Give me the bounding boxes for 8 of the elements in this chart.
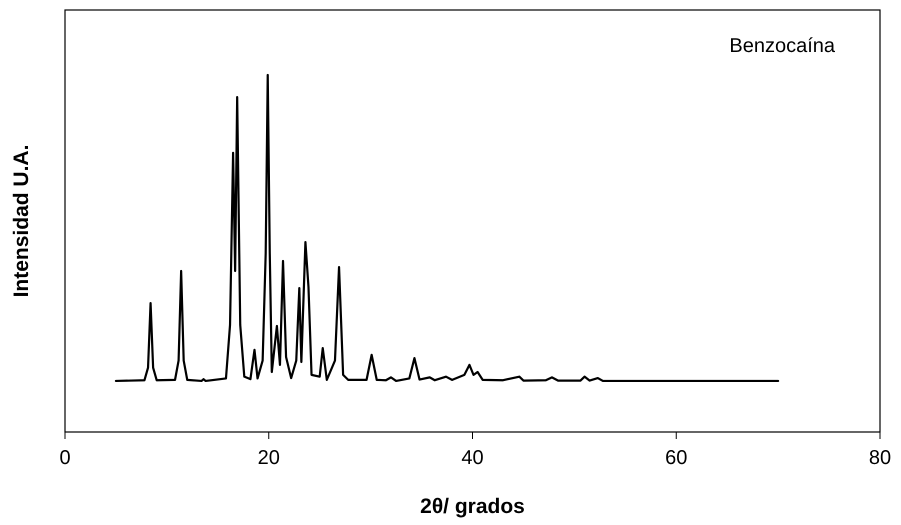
x-tick-label: 0 <box>59 447 71 469</box>
x-tick-label: 20 <box>258 447 280 469</box>
y-axis-title: Intensidad U.A. <box>10 144 33 298</box>
x-axis-title: 2θ/ grados <box>420 495 525 518</box>
x-tick-label: 80 <box>868 447 892 469</box>
x-tick-label: 40 <box>461 447 484 469</box>
text: Benzocaína <box>729 35 836 57</box>
x-tick-label: 60 <box>665 447 688 469</box>
